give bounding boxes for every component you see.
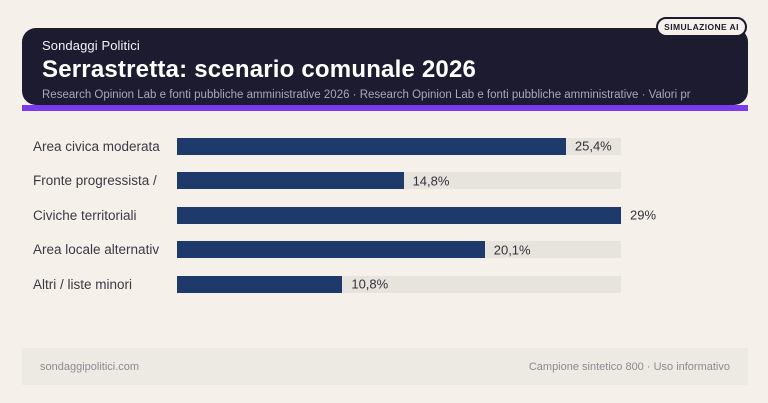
simulation-ai-badge-label: SIMULAZIONE AI <box>664 22 739 32</box>
bar-category-label: Area locale alternativ <box>33 242 160 258</box>
bar-value-label: 20,1% <box>493 242 531 258</box>
bar-row: Fronte progressista / 14,8% <box>33 164 753 199</box>
bar-fill <box>177 172 404 190</box>
bar-track: 10,8% <box>177 275 621 293</box>
bar-value-label: 29% <box>630 207 657 223</box>
site-kicker: Sondaggi Politici <box>42 38 140 53</box>
bar-category-label: Area civica moderata <box>33 138 160 154</box>
bar-track: 29% <box>177 206 656 224</box>
bar-track: 14,8% <box>177 172 621 190</box>
bar-track: 20,1% <box>177 241 621 259</box>
footer-site-url: sondaggipolitici.com <box>40 360 140 373</box>
header-card: Sondaggi Politici Serrastretta: scenario… <box>22 28 748 105</box>
simulation-ai-badge: SIMULAZIONE AI <box>656 17 747 37</box>
bar-category-label: Fronte progressista / <box>33 173 157 189</box>
bar-category-label: Civiche territoriali <box>33 207 137 223</box>
footer-strip: sondaggipolitici.com Campione sintetico … <box>22 348 748 385</box>
bar-fill <box>177 137 566 155</box>
bar-fill <box>177 275 343 293</box>
footer-sample-note: Campione sintetico 800 · Uso informativo <box>528 360 730 373</box>
bar-track: 25,4% <box>177 137 621 155</box>
bar-category-label: Altri / liste minori <box>33 276 133 292</box>
bar-value-label: 10,8% <box>351 276 389 292</box>
page-subtitle: Research Opinion Lab e fonti pubbliche a… <box>42 89 691 101</box>
bar-fill <box>177 241 485 259</box>
bar-fill <box>177 206 621 224</box>
bar-row: Area locale alternativ 20,1% <box>33 233 753 268</box>
bar-row: Civiche territoriali 29% <box>33 198 753 233</box>
bar-value-label: 25,4% <box>574 138 612 154</box>
bar-row: Area civica moderata 25,4% <box>33 129 753 164</box>
horizontal-bar-chart: Area civica moderata 25,4% Fronte progress… <box>33 129 753 302</box>
purple-accent-bar <box>22 105 748 111</box>
bar-row: Altri / liste minori 10,8% <box>33 267 753 302</box>
page-title: Serrastretta: scenario comunale 2026 <box>42 56 477 83</box>
bar-value-label: 14,8% <box>412 173 450 189</box>
